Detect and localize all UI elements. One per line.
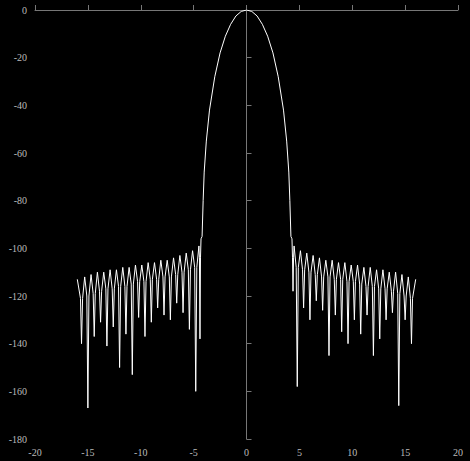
svg-text:10: 10 bbox=[347, 447, 357, 458]
svg-text:20: 20 bbox=[453, 447, 463, 458]
svg-text:-140: -140 bbox=[9, 338, 27, 349]
svg-text:0: 0 bbox=[22, 5, 27, 16]
svg-text:-100: -100 bbox=[9, 243, 27, 254]
svg-text:-80: -80 bbox=[14, 195, 27, 206]
svg-text:-20: -20 bbox=[14, 52, 27, 63]
svg-text:-10: -10 bbox=[134, 447, 147, 458]
svg-text:-180: -180 bbox=[9, 434, 27, 445]
svg-text:-40: -40 bbox=[14, 100, 27, 111]
svg-text:5: 5 bbox=[297, 447, 302, 458]
svg-text:-15: -15 bbox=[81, 447, 94, 458]
svg-text:-5: -5 bbox=[189, 447, 197, 458]
svg-text:0: 0 bbox=[244, 447, 249, 458]
svg-text:15: 15 bbox=[400, 447, 410, 458]
svg-text:-60: -60 bbox=[14, 148, 27, 159]
svg-text:-20: -20 bbox=[28, 447, 41, 458]
svg-text:-160: -160 bbox=[9, 386, 27, 397]
svg-text:-120: -120 bbox=[9, 291, 27, 302]
